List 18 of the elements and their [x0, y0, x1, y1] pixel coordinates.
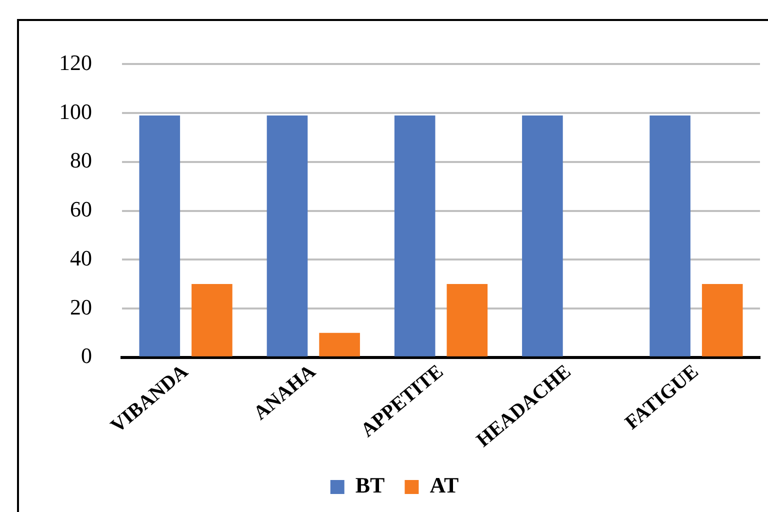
bar	[266, 116, 308, 356]
bar	[446, 284, 488, 356]
y-tick-label: 60	[70, 196, 92, 222]
y-tick-label: 0	[81, 343, 92, 368]
legend-label: AT	[430, 472, 459, 498]
y-tick-label: 100	[59, 98, 92, 124]
y-tick-label: 20	[70, 294, 92, 320]
bar	[319, 332, 360, 356]
y-tick-label: 80	[70, 148, 92, 173]
bar	[522, 116, 563, 356]
bar	[650, 116, 690, 356]
bar	[394, 116, 436, 356]
legend-label: BT	[355, 472, 386, 498]
bar	[702, 284, 743, 356]
y-tick-label: 40	[70, 245, 92, 270]
bar	[139, 116, 180, 356]
bar	[192, 284, 232, 356]
y-tick-label: 120	[59, 50, 92, 75]
